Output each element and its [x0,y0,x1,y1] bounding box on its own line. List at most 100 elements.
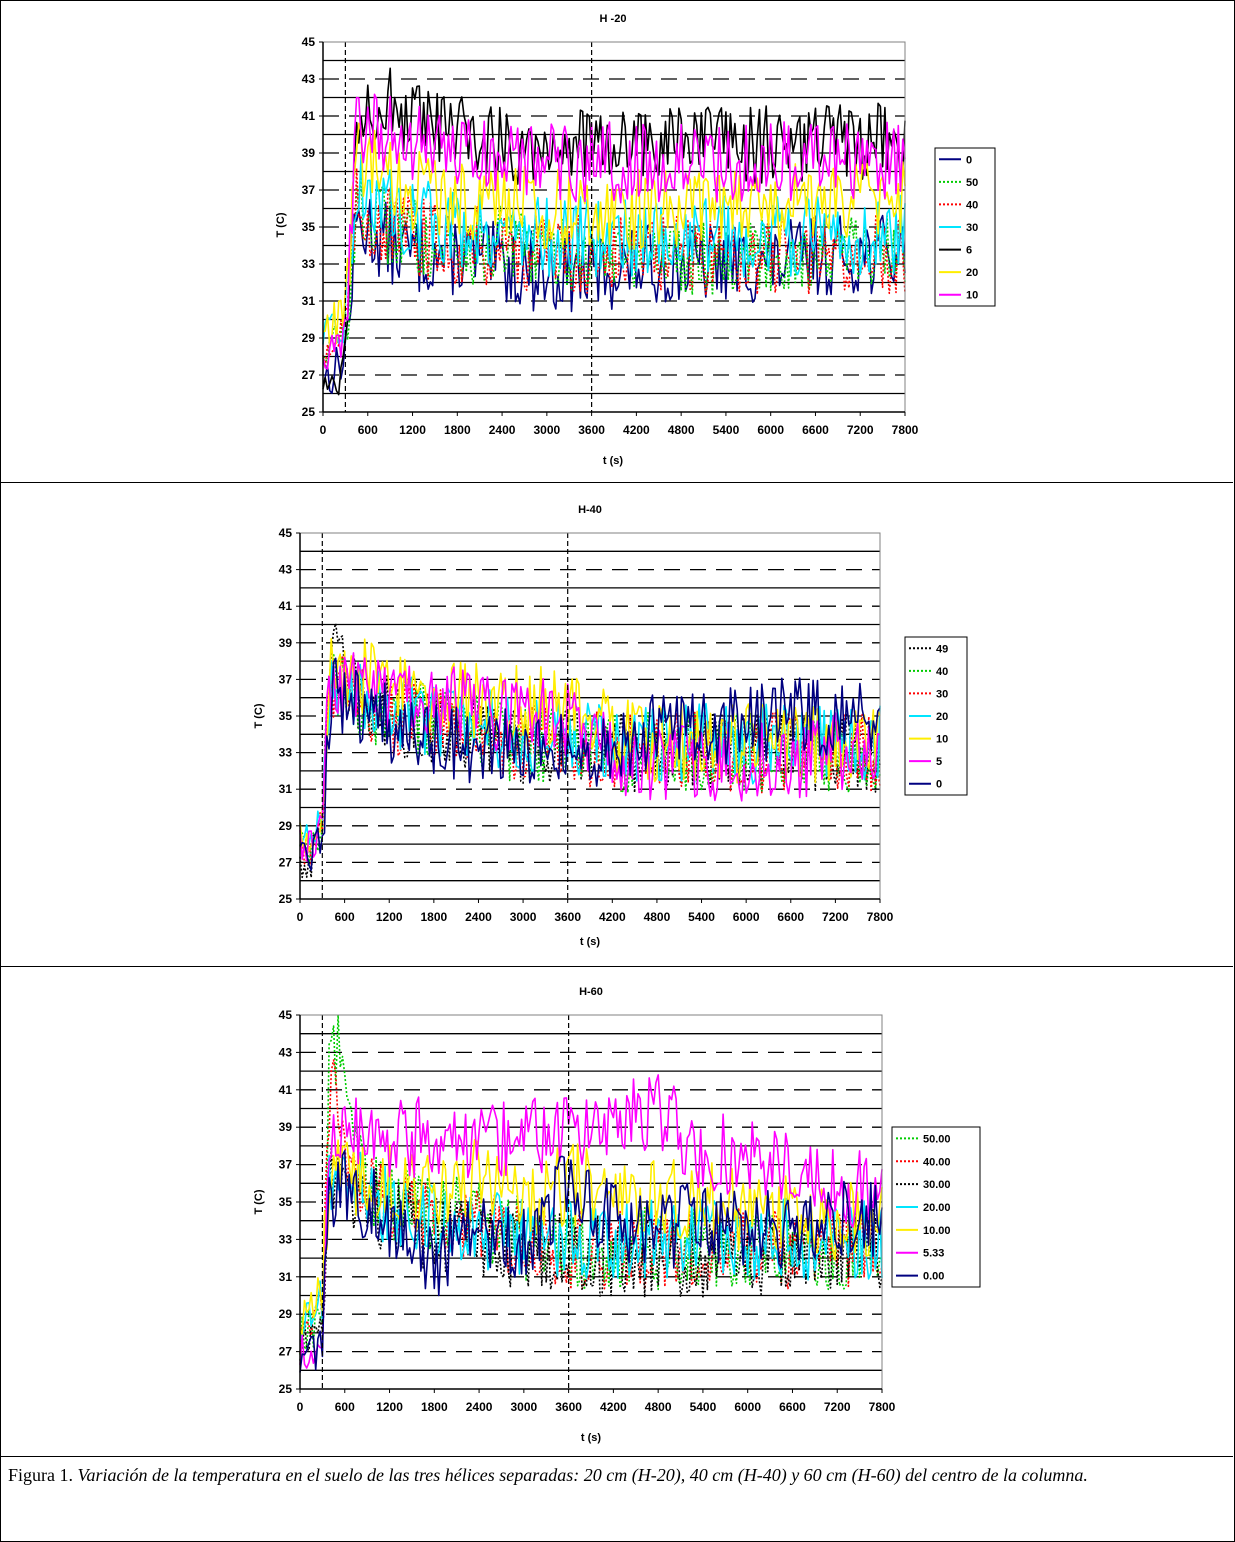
x-tick-label: 1800 [420,910,447,924]
series-line-20 [322,122,906,348]
series-line-50 [322,172,906,365]
x-tick-label: 1800 [444,423,471,437]
y-axis-label: T (C) [253,703,265,728]
x-tick-label: 3000 [510,910,537,924]
caption-prefix: Figura 1. [8,1465,78,1485]
x-tick-label: 7800 [867,910,894,924]
legend-label: 30 [936,688,948,700]
y-tick-label: 43 [279,563,293,577]
x-tick-label: 600 [335,910,355,924]
x-tick-label: 1200 [376,910,403,924]
figure-caption: Figura 1. Variación de la temperatura en… [8,1462,1228,1488]
chart-h60: H-60 25 27 29 31 33 35 37 39 41 43 45 0 600 1200 1800 24… [253,986,981,1444]
x-tick-label: 0 [297,910,304,924]
x-tick-label: 6000 [734,1400,761,1414]
legend-label: 40 [936,666,948,678]
legend-label: 10 [936,734,948,746]
caption-text: Variación de la temperatura en el suelo … [77,1465,1088,1485]
x-tick-label: 4200 [623,423,650,437]
legend-label: 30.00 [923,1179,951,1191]
x-tick-label: 4800 [645,1400,672,1414]
y-tick-label: 39 [279,1120,293,1134]
legend-label: 10 [966,290,978,302]
x-tick-label: 600 [335,1400,355,1414]
legend-label: 20 [966,267,978,279]
panel-h60: H-60 25 27 29 31 33 35 37 39 41 43 45 0 600 1200 1800 24… [0,967,1233,1457]
legend-label: 40 [966,199,978,211]
x-tick-label: 6000 [757,423,784,437]
x-tick-label: 6600 [802,423,829,437]
y-tick-label: 33 [279,1232,293,1246]
y-tick-label: 29 [302,331,316,345]
x-tick-label: 3600 [554,910,581,924]
y-tick-label: 41 [302,109,316,123]
y-tick-label: 27 [302,368,316,382]
y-tick-label: 43 [279,1045,293,1059]
y-tick-label: 43 [302,72,316,86]
y-tick-label: 39 [279,636,293,650]
x-tick-label: 2400 [465,910,492,924]
legend-label: 10.00 [923,1225,951,1237]
y-tick-label: 37 [279,672,293,686]
y-tick-label: 27 [279,855,293,869]
y-tick-label: 45 [279,1008,293,1022]
x-axis-label: t (s) [581,1432,602,1444]
x-tick-label: 0 [320,423,327,437]
x-tick-label: 3000 [510,1400,537,1414]
x-tick-label: 1800 [421,1400,448,1414]
y-tick-label: 25 [279,892,293,906]
legend-label: 0 [966,154,972,166]
legend-label: 5.33 [923,1248,944,1260]
x-tick-label: 3000 [533,423,560,437]
panel-h20: H -20 25 27 29 31 33 35 37 39 41 43 45 0 600 1200 1800 2… [0,0,1233,483]
x-tick-label: 5400 [690,1400,717,1414]
x-tick-label: 1200 [376,1400,403,1414]
series-line-49 [299,622,881,879]
y-tick-label: 31 [279,1270,293,1284]
legend-label: 50.00 [923,1133,951,1145]
x-tick-label: 7200 [824,1400,851,1414]
legend-label: 50 [966,177,978,189]
x-tick-label: 3600 [555,1400,582,1414]
y-tick-label: 25 [302,405,316,419]
y-tick-label: 31 [302,294,316,308]
x-axis-label: t (s) [603,455,624,467]
legend-label: 6 [966,245,972,257]
y-axis-label: T (C) [253,1189,265,1214]
x-tick-label: 5400 [713,423,740,437]
y-tick-label: 45 [279,526,293,540]
y-tick-label: 37 [279,1158,293,1172]
x-tick-label: 6600 [779,1400,806,1414]
y-tick-label: 25 [279,1382,293,1396]
x-tick-label: 600 [358,423,378,437]
y-tick-label: 41 [279,599,293,613]
panel-h40: H-40 25 27 29 31 33 35 37 39 41 43 45 0 600 1200 1800 24… [0,483,1233,967]
x-tick-label: 7200 [847,423,874,437]
y-tick-label: 41 [279,1083,293,1097]
chart-title: H-40 [578,504,602,516]
series-line-30 [299,654,881,867]
y-tick-label: 29 [279,819,293,833]
x-tick-label: 4200 [600,1400,627,1414]
y-tick-label: 31 [279,782,293,796]
y-axis-label: T (C) [275,212,287,237]
chart-title: H -20 [600,13,627,25]
x-tick-label: 0 [297,1400,304,1414]
legend-label: 5 [936,756,942,768]
series-line-0 [299,657,881,871]
chart-h20: H -20 25 27 29 31 33 35 37 39 41 43 45 0 600 1200 1800 2… [275,13,996,467]
x-tick-label: 4800 [668,423,695,437]
series-line-10.00 [299,1138,883,1335]
y-tick-label: 37 [302,183,316,197]
chart-title: H-60 [579,986,603,998]
legend-label: 30 [966,222,978,234]
x-tick-label: 6000 [733,910,760,924]
series-line-5 [299,652,881,862]
series-line-10 [322,93,906,370]
y-tick-label: 29 [279,1307,293,1321]
x-tick-label: 4800 [644,910,671,924]
x-tick-label: 3600 [578,423,605,437]
legend-label: 49 [936,643,948,655]
x-tick-label: 6600 [777,910,804,924]
x-tick-label: 2400 [466,1400,493,1414]
